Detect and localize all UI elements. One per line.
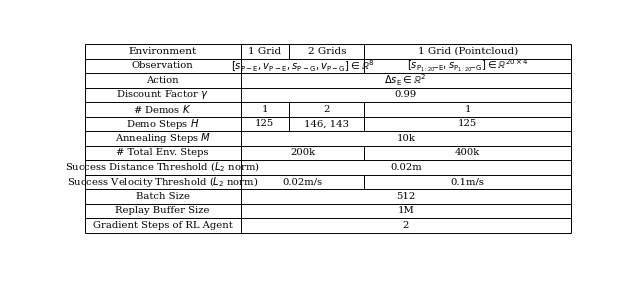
Text: 0.02m: 0.02m: [390, 163, 422, 172]
Text: $\Delta s_{\mathrm{E}} \in \mathbb{R}^{2}$: $\Delta s_{\mathrm{E}} \in \mathbb{R}^{2…: [385, 73, 427, 88]
Text: Environment: Environment: [129, 47, 197, 56]
Text: Success Distance Threshold ($L_2$ norm): Success Distance Threshold ($L_2$ norm): [65, 160, 260, 174]
Text: 400k: 400k: [455, 148, 481, 157]
Text: $[s_{\mathrm{P}_{1:20}\!\mathrm{-E}}, s_{\mathrm{P}_{1:20}\!\mathrm{-G}}] \in \m: $[s_{\mathrm{P}_{1:20}\!\mathrm{-E}}, s_…: [407, 57, 529, 74]
Text: Annealing Steps $M$: Annealing Steps $M$: [115, 131, 211, 145]
Text: 0.02m/s: 0.02m/s: [282, 177, 323, 186]
Text: Batch Size: Batch Size: [136, 192, 189, 201]
Text: # Total Env. Steps: # Total Env. Steps: [116, 148, 209, 157]
Text: 0.1m/s: 0.1m/s: [451, 177, 484, 186]
Text: 1 Grid (Pointcloud): 1 Grid (Pointcloud): [418, 47, 518, 56]
Text: Success Velocity Threshold ($L_2$ norm): Success Velocity Threshold ($L_2$ norm): [67, 175, 259, 189]
Text: 1: 1: [465, 105, 471, 114]
Text: # Demos $K$: # Demos $K$: [134, 104, 192, 116]
Text: $[s_{\mathrm{P-E}}, v_{\mathrm{P-E}}, s_{\mathrm{P-G}}, v_{\mathrm{P-G}}] \in \m: $[s_{\mathrm{P-E}}, v_{\mathrm{P-E}}, s_…: [230, 58, 374, 74]
Text: 512: 512: [396, 192, 415, 201]
Text: Replay Buffer Size: Replay Buffer Size: [115, 206, 210, 215]
Text: 2: 2: [324, 105, 330, 114]
Text: Demo Steps $H$: Demo Steps $H$: [126, 117, 200, 131]
Text: Observation: Observation: [132, 61, 194, 70]
Text: 146, 143: 146, 143: [304, 119, 349, 128]
Text: 2 Grids: 2 Grids: [308, 47, 346, 56]
Text: 10k: 10k: [396, 134, 415, 143]
Text: 1: 1: [262, 105, 268, 114]
Text: Action: Action: [147, 76, 179, 85]
Text: Gradient Steps of RL Agent: Gradient Steps of RL Agent: [93, 221, 232, 230]
Text: Discount Factor $\gamma$: Discount Factor $\gamma$: [116, 88, 209, 102]
Text: 1M: 1M: [397, 206, 414, 215]
Text: 2: 2: [403, 221, 409, 230]
Text: 0.99: 0.99: [395, 90, 417, 100]
Text: 1 Grid: 1 Grid: [248, 47, 282, 56]
Text: 200k: 200k: [290, 148, 315, 157]
Text: 125: 125: [255, 119, 275, 128]
Text: 125: 125: [458, 119, 477, 128]
